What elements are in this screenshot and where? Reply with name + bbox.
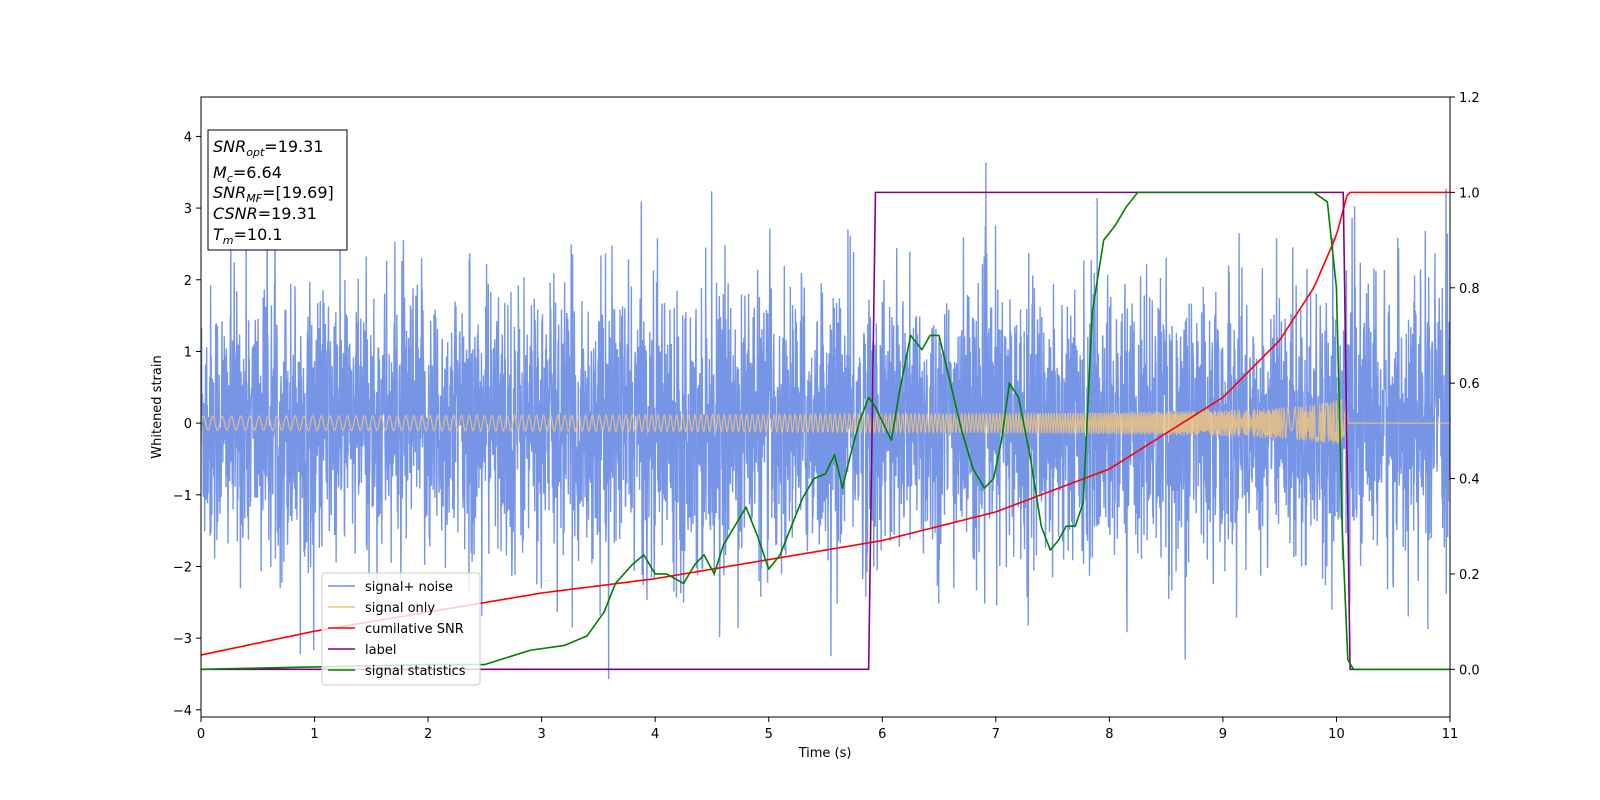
y-tick-label-left: −2 [173, 560, 192, 575]
legend-item-signal: signal only [328, 601, 435, 616]
series-signal-statistics [201, 191, 1450, 671]
x-tick-label: 8 [1105, 727, 1113, 742]
y-tick-label-right: 0.8 [1459, 282, 1480, 297]
y-axis-label: Whitened strain [150, 355, 165, 458]
x-tick-label: 11 [1442, 727, 1459, 742]
y-tick-label-left: −3 [173, 632, 192, 647]
x-tick-label: 10 [1328, 727, 1345, 742]
x-tick-label: 0 [197, 727, 205, 742]
x-tick-label: 3 [537, 727, 545, 742]
x-axis-label: Time (s) [798, 746, 852, 761]
x-tick-label: 6 [878, 727, 886, 742]
annotation-snr-opt: SNRopt=19.31 [213, 137, 324, 159]
legend-item-signal-statistics: signal statistics [328, 664, 466, 679]
y-tick-label-left: 2 [184, 274, 192, 289]
svg-text:label: label [365, 643, 396, 658]
legend: signal+ noise signal only cumilative SNR… [321, 572, 481, 686]
y-tick-label-left: 1 [184, 345, 192, 360]
y-tick-label-right: 0.6 [1459, 377, 1480, 392]
legend-item-label: label [328, 643, 396, 658]
x-tick-label: 2 [424, 727, 432, 742]
y-tick-label-right: 1.0 [1459, 186, 1480, 201]
y-tick-label-right: 1.2 [1459, 91, 1480, 106]
x-tick-label: 4 [651, 727, 659, 742]
y-tick-label-left: 0 [184, 417, 192, 432]
svg-text:cumilative SNR: cumilative SNR [365, 622, 464, 637]
svg-text:signal only: signal only [365, 601, 435, 616]
annotation-tm: Tm=10.1 [213, 225, 283, 247]
series-signal-only [201, 392, 1450, 452]
y-tick-label-left: −4 [173, 704, 192, 719]
annotation-mc: Mc=6.64 [213, 163, 282, 185]
annotation-snr-mf: SNRMF=[19.69] [213, 183, 334, 205]
y-tick-label-left: 3 [184, 202, 192, 217]
y-tick-label-right: 0.4 [1459, 473, 1480, 488]
series-signal-noise [201, 162, 1450, 680]
y-tick-label-right: 0.2 [1459, 568, 1480, 583]
x-tick-label: 1 [310, 727, 318, 742]
annotation-box: SNRopt=19.31 Mc=6.64 SNRMF=[19.69] CSNR=… [207, 129, 348, 251]
y-tick-label-left: −1 [173, 489, 192, 504]
x-tick-label: 9 [1219, 727, 1227, 742]
legend-item-noise: signal+ noise [328, 580, 453, 595]
y-tick-label-left: 4 [184, 130, 192, 145]
svg-text:signal+ noise: signal+ noise [365, 580, 453, 595]
y-tick-label-right: 0.0 [1459, 663, 1480, 678]
plot-frame [200, 96, 1451, 718]
annotation-csnr: CSNR=19.31 [213, 204, 317, 223]
svg-text:signal statistics: signal statistics [365, 664, 466, 679]
x-tick-label: 5 [765, 727, 773, 742]
x-tick-label: 7 [992, 727, 1000, 742]
legend-item-cumulative-snr: cumilative SNR [328, 622, 464, 637]
